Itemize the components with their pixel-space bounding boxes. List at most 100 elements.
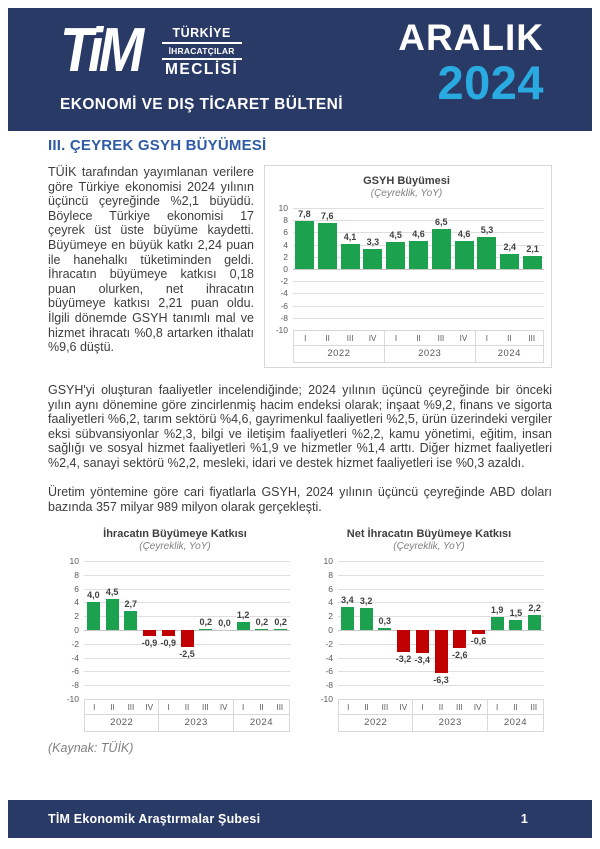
x-axis-quarter-label: II [438, 703, 444, 712]
y-axis-tick-label: 8 [283, 215, 288, 226]
x-axis-year-label: 2024 [497, 348, 521, 359]
bar-value-label: 1,9 [490, 604, 504, 615]
y-axis-labels: 10 8 6 4 2 0 -2 -4 -6 -8 -10 [60, 556, 84, 704]
bar [199, 628, 213, 630]
bar-value-label: -2,6 [451, 649, 468, 660]
gridline [293, 281, 544, 283]
bar [378, 627, 392, 630]
y-axis-tick-label: 10 [69, 556, 79, 566]
bar [317, 222, 337, 269]
chart-ihracat-katkisi: İhracatın Büyümeye Katkısı (Çeyreklik, Yo… [60, 528, 290, 732]
bar-value-label: -0,9 [160, 638, 177, 649]
x-axis-quarter-label: II [416, 334, 421, 343]
y-axis-tick-label: 8 [328, 569, 333, 580]
x-axis-quarter-label: I [304, 334, 307, 343]
bar [471, 630, 485, 635]
bulletin-title: EKONOMİ VE DIŞ TİCARET BÜLTENİ [60, 96, 343, 113]
x-axis-quarter-label: III [437, 334, 445, 343]
y-axis-tick-label: -10 [275, 325, 288, 335]
bar-value-label: 4,5 [105, 586, 119, 597]
x-axis-quarter-label: III [528, 334, 536, 343]
bar [180, 630, 194, 648]
x-axis-quarter-label: IV [219, 703, 228, 712]
x-axis-quarter-row: I II III IV [339, 700, 413, 715]
bar [143, 630, 157, 637]
bar [528, 614, 542, 630]
y-axis-labels: 10 8 6 4 2 0 -2 -4 -6 -8 -10 [314, 556, 338, 704]
bar-value-label: 7,6 [320, 210, 334, 221]
bar [477, 236, 497, 269]
bar-value-label: 1,5 [509, 607, 523, 618]
x-axis-quarter-label: I [485, 334, 488, 343]
y-axis-tick-label: 0 [328, 625, 333, 635]
plot-area-wrap: 3,4 3,2 0,3 -3,2 -3,4 -6,3 -2,6 -0,6 1,9 1,5 2,2 I I… [338, 561, 544, 732]
chart-net-ihracat-katkisi: Net İhracatın Büyümeye Katkısı (Çeyreklik… [314, 528, 544, 732]
x-axis-quarter-label: I [394, 334, 398, 343]
y-axis-tick-label: 2 [74, 611, 79, 622]
bar [509, 619, 523, 630]
bar-value-label: 4,6 [412, 228, 425, 239]
bar [434, 630, 448, 674]
gridline [293, 305, 544, 307]
bar-value-label: 2,4 [503, 242, 517, 253]
bar-value-label: 1,2 [236, 609, 250, 620]
bar [490, 616, 504, 630]
bar-value-label: 2,2 [528, 602, 541, 613]
plot-area-wrap: 7,8 7,6 4,1 3,3 4,5 4,6 6,5 4,6 5,3 2,4 2,1 I II III I… [293, 208, 544, 363]
gridline [84, 574, 290, 576]
page-footer: TİM Ekonomik Araştırmalar Şubesi 1 [8, 800, 592, 838]
x-axis-quarter-label: II [110, 703, 115, 712]
x-axis-quarter-row: I II III IV [413, 700, 487, 715]
bar-value-label: 0,2 [255, 616, 269, 627]
x-axis-quarter-label: IV [399, 703, 408, 712]
x-axis: I II III IV 2022 I II III IV 2023 I II III 2024 [84, 699, 290, 732]
bar-value-label: 5,3 [480, 224, 494, 235]
y-axis-tick-label: -4 [325, 652, 333, 663]
paragraph-gdp-usd: Üretim yöntemine göre cari fiyatlarla GS… [48, 485, 552, 514]
bar [294, 221, 314, 269]
x-axis-quarter-row: I II III IV [85, 700, 159, 715]
x-axis-quarter-label: I [421, 703, 424, 712]
source-note: (Kaynak: TÜİK) [48, 741, 134, 755]
y-axis-tick-label: -4 [280, 288, 288, 299]
gridline [293, 220, 544, 222]
x-axis-quarter-label: I [347, 703, 350, 712]
x-axis-year-label: 2022 [327, 348, 351, 359]
y-axis-tick-label: 6 [74, 583, 79, 594]
chart-body: 10 8 6 4 2 0 -2 -4 -6 -8 -10 3,4 3,2 0,3 -3,2 -3,4 -6,3 -… [314, 556, 544, 732]
y-axis-tick-label: -6 [71, 666, 79, 677]
y-axis-tick-label: 8 [74, 569, 79, 580]
bar [453, 630, 467, 648]
bar [500, 254, 520, 269]
x-axis-year-group: I II III IV 2023 [159, 700, 234, 731]
y-axis-tick-label: 10 [323, 556, 333, 566]
bar [161, 630, 175, 637]
y-axis-tick-label: 2 [283, 251, 288, 262]
chart-body: 10 8 6 4 2 0 -2 -4 -6 -8 -10 4,0 4,5 2,7 -0,9 -0,9 -2,5 0… [60, 556, 290, 732]
gridline [338, 602, 544, 604]
bar-value-label: 4,1 [343, 231, 357, 242]
x-axis-quarter-label: II [507, 334, 512, 343]
x-axis-quarter-label: III [127, 703, 135, 712]
gridline [84, 671, 290, 673]
x-axis-quarter-label: IV [459, 334, 468, 343]
y-axis-tick-label: -8 [325, 680, 333, 691]
bar [363, 248, 383, 269]
x-axis-year-label: 2022 [364, 717, 388, 728]
y-axis-tick-label: 4 [283, 239, 288, 250]
y-axis-tick-label: -6 [325, 666, 333, 677]
y-axis-tick-label: 0 [74, 625, 79, 635]
issue-block: ARALIK 2024 [398, 19, 544, 106]
bar-value-label: 0,2 [274, 616, 287, 627]
plot-area: 3,4 3,2 0,3 -3,2 -3,4 -6,3 -2,6 -0,6 1,9 1,5 2,2 [338, 561, 544, 699]
bar [409, 240, 428, 269]
masthead: TiM TÜRKİYE İHRACATÇILAR MECLİSİ EKONOMİ… [8, 8, 592, 131]
org-line-meclisi: MECLİSİ [164, 61, 239, 78]
chart-title: GSYH Büyümesi [363, 175, 450, 187]
chart-subtitle: (Çeyreklik, YoY) [139, 541, 211, 552]
x-axis-quarter-label: III [381, 703, 389, 712]
plot-area: 7,8 7,6 4,1 3,3 4,5 4,6 6,5 4,6 5,3 2,4 2,1 [293, 208, 544, 330]
y-axis-tick-label: 6 [328, 583, 333, 594]
brand-block: TiM TÜRKİYE İHRACATÇILAR MECLİSİ [60, 19, 242, 82]
